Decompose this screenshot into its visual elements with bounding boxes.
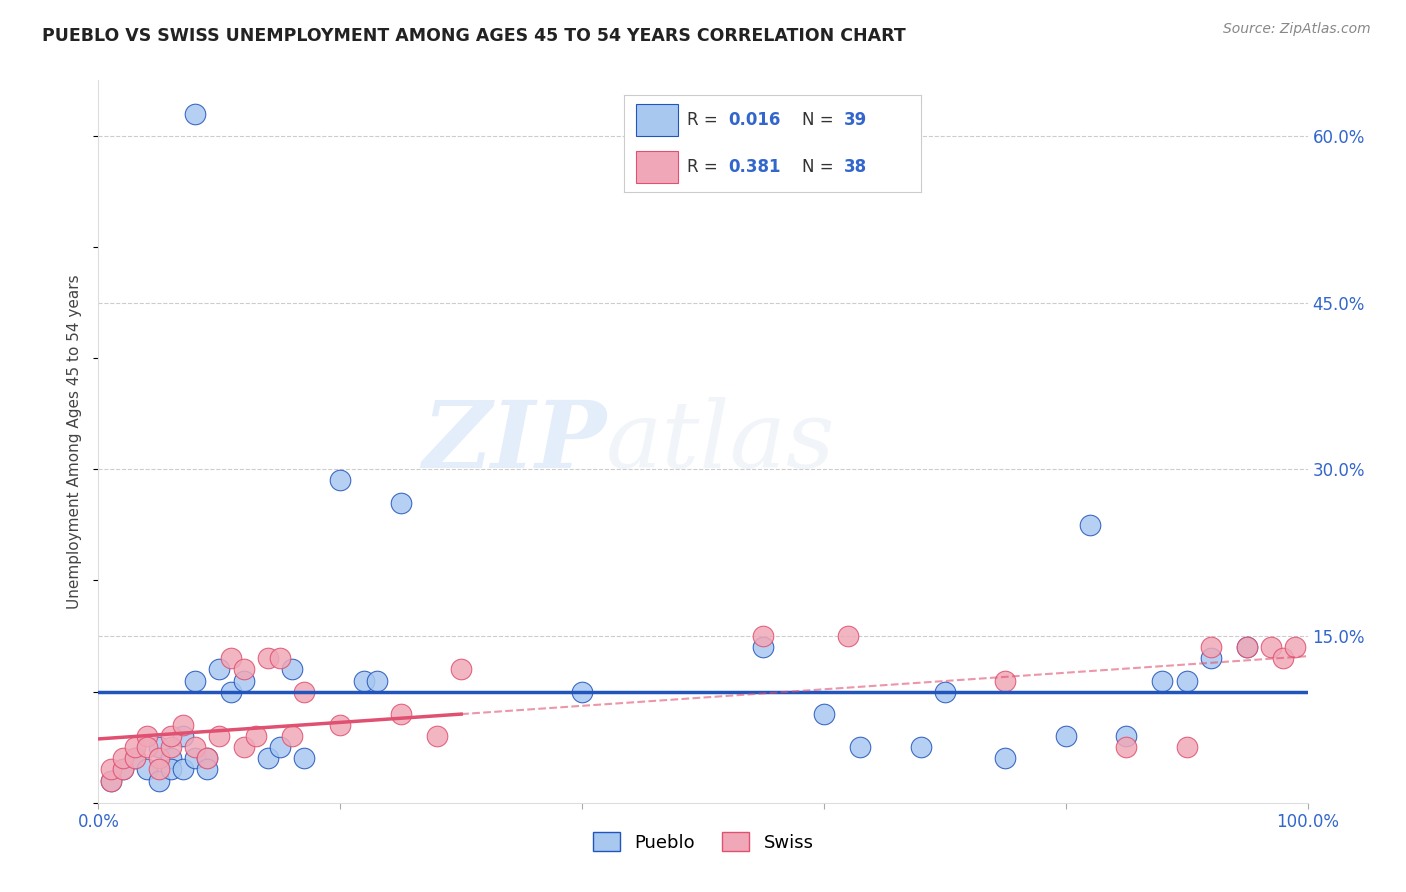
Text: ZIP: ZIP: [422, 397, 606, 486]
Point: [160, 740, 183, 755]
Point: [994, 673, 1017, 688]
Point: [329, 718, 352, 732]
Point: [148, 751, 170, 765]
Point: [160, 729, 183, 743]
Point: [184, 673, 207, 688]
Point: [256, 651, 278, 665]
Point: [221, 651, 243, 665]
Point: [184, 751, 207, 765]
Point: [208, 662, 231, 676]
Point: [195, 751, 218, 765]
Text: PUEBLO VS SWISS UNEMPLOYMENT AMONG AGES 45 TO 54 YEARS CORRELATION CHART: PUEBLO VS SWISS UNEMPLOYMENT AMONG AGES …: [42, 27, 905, 45]
Point: [571, 684, 593, 698]
Point: [1152, 673, 1174, 688]
Text: atlas: atlas: [606, 397, 835, 486]
Point: [124, 751, 146, 765]
Point: [837, 629, 859, 643]
Point: [124, 751, 146, 765]
Point: [172, 718, 194, 732]
Point: [195, 751, 218, 765]
Point: [1199, 651, 1222, 665]
Point: [994, 751, 1017, 765]
Point: [752, 629, 775, 643]
Point: [184, 106, 207, 120]
Point: [160, 751, 183, 765]
Point: [135, 763, 157, 777]
Point: [910, 740, 932, 755]
Point: [1260, 640, 1282, 655]
Point: [426, 729, 449, 743]
Point: [269, 740, 291, 755]
Point: [172, 763, 194, 777]
Point: [195, 763, 218, 777]
Point: [353, 673, 375, 688]
Point: [245, 729, 267, 743]
Point: [221, 684, 243, 698]
Text: Source: ZipAtlas.com: Source: ZipAtlas.com: [1223, 22, 1371, 37]
Point: [752, 640, 775, 655]
Y-axis label: Unemployment Among Ages 45 to 54 years: Unemployment Among Ages 45 to 54 years: [67, 274, 83, 609]
Point: [184, 740, 207, 755]
Point: [292, 684, 315, 698]
Point: [148, 763, 170, 777]
Point: [124, 740, 146, 755]
Point: [232, 662, 254, 676]
Point: [389, 706, 412, 721]
Point: [813, 706, 835, 721]
Point: [1175, 740, 1198, 755]
Point: [100, 773, 122, 788]
Point: [269, 651, 291, 665]
Point: [292, 751, 315, 765]
Point: [100, 773, 122, 788]
Point: [281, 662, 304, 676]
Point: [148, 740, 170, 755]
Point: [256, 751, 278, 765]
Point: [934, 684, 956, 698]
Point: [329, 474, 352, 488]
Point: [232, 673, 254, 688]
Point: [849, 740, 872, 755]
Point: [111, 763, 134, 777]
Point: [148, 773, 170, 788]
Point: [232, 740, 254, 755]
Point: [366, 673, 388, 688]
Point: [135, 729, 157, 743]
Point: [111, 751, 134, 765]
Point: [160, 763, 183, 777]
Point: [1236, 640, 1258, 655]
Point: [1284, 640, 1306, 655]
Legend: Pueblo, Swiss: Pueblo, Swiss: [585, 825, 821, 859]
Point: [1199, 640, 1222, 655]
Point: [1236, 640, 1258, 655]
Point: [100, 763, 122, 777]
Point: [208, 729, 231, 743]
Point: [1078, 517, 1101, 532]
Point: [172, 729, 194, 743]
Point: [389, 496, 412, 510]
Point: [1272, 651, 1295, 665]
Point: [281, 729, 304, 743]
Point: [135, 740, 157, 755]
Point: [450, 662, 472, 676]
Point: [1115, 740, 1137, 755]
Point: [1054, 729, 1077, 743]
Point: [1175, 673, 1198, 688]
Point: [1115, 729, 1137, 743]
Point: [111, 763, 134, 777]
